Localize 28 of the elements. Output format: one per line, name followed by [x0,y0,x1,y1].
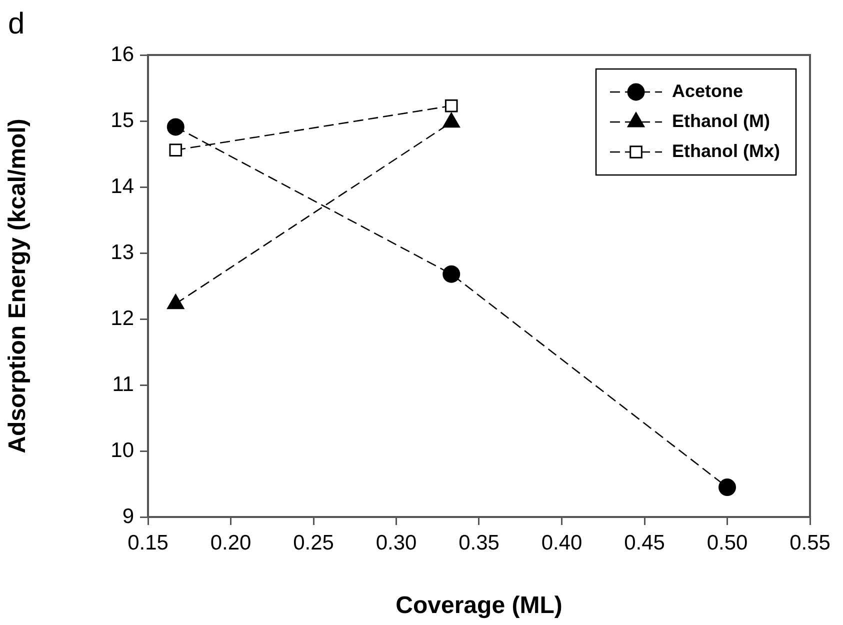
point [169,144,182,156]
x-tick-label: 0.50 [706,531,748,554]
y-tick-label: 11 [112,372,134,396]
x-tick-label: 0.35 [458,531,500,554]
text: d [8,7,25,40]
y-tick-label: 14 [110,174,134,198]
x-tick-label: 0.20 [210,531,252,554]
y-tick-label: 12 [110,306,134,330]
x-tick-label: 0.15 [128,531,168,554]
point [444,99,458,112]
y-axis-title: Adsorption Energy (kcal/mol) [4,118,32,454]
legend-label: Ethanol (M) [672,110,770,131]
legend-label: Ethanol (Mx) [672,140,780,161]
x-tick-label: 0.30 [376,531,417,554]
y-tick-label: 15 [110,108,134,132]
x-tick-label: 0.55 [790,531,830,554]
y-tick-label: 13 [110,240,134,264]
x-axis-title: Coverage (ML) [396,592,562,620]
y-tick-label: 9 [122,504,134,528]
legend-label: Acetone [672,80,744,101]
y-tick-label: 10 [110,438,134,462]
x-tick-label: 0.25 [293,531,334,554]
point [442,265,460,283]
point [166,118,184,136]
x-tick-label: 0.45 [624,531,665,554]
y-tick-label: 16 [110,42,134,66]
point [718,478,736,496]
x-tick-label: 0.40 [541,531,582,554]
